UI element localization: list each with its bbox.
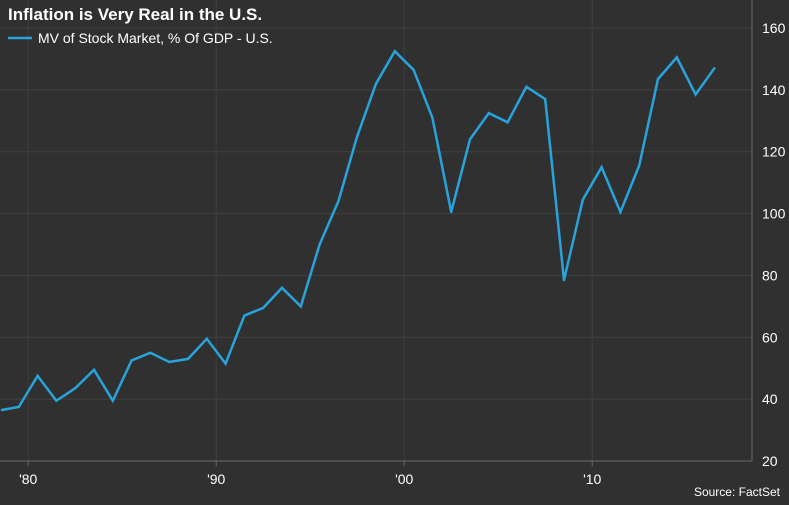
data-point — [450, 210, 453, 214]
data-point — [280, 286, 284, 289]
data-point — [36, 374, 39, 378]
data-point — [562, 278, 566, 282]
data-point — [337, 200, 340, 203]
data-point — [205, 337, 208, 340]
data-point — [619, 210, 622, 214]
data-point — [581, 198, 584, 201]
data-point — [638, 164, 641, 167]
data-point — [525, 85, 528, 89]
data-point — [168, 360, 171, 364]
y-tick-label: 160 — [762, 20, 786, 36]
data-point — [299, 305, 302, 308]
data-point — [92, 368, 96, 371]
data-point — [412, 68, 415, 72]
y-tick-label: 120 — [762, 144, 786, 160]
y-axis-ticks: 20 40 60 80 100 120 140 160 — [762, 20, 786, 469]
x-tick-label: '80 — [19, 471, 37, 487]
data-point — [694, 93, 697, 96]
data-point — [656, 77, 660, 81]
data-point — [356, 135, 359, 138]
x-tick-label: '10 — [583, 471, 601, 487]
x-axis-ticks: '80 '90 '00 '10 — [19, 461, 602, 487]
data-point — [186, 357, 190, 361]
data-point — [130, 359, 133, 362]
data-point — [55, 399, 58, 402]
data-point — [374, 82, 378, 85]
data-point — [600, 166, 603, 169]
data-point — [431, 116, 434, 119]
data-point — [111, 399, 115, 402]
data-point — [468, 138, 472, 141]
x-tick-label: '00 — [395, 471, 413, 487]
series-layer — [0, 49, 716, 412]
data-point — [487, 111, 490, 115]
data-point — [713, 67, 716, 70]
data-point — [243, 314, 246, 317]
y-tick-label: 100 — [762, 206, 786, 222]
y-tick-label: 80 — [762, 267, 778, 283]
data-point — [506, 121, 509, 124]
data-point — [675, 56, 678, 59]
y-tick-label: 20 — [762, 453, 778, 469]
y-tick-label: 140 — [762, 82, 786, 98]
y-tick-label: 40 — [762, 391, 778, 407]
data-point — [224, 362, 227, 365]
data-point — [17, 405, 20, 409]
x-tick-label: '90 — [207, 471, 225, 487]
data-point — [149, 351, 152, 354]
data-point — [318, 243, 321, 246]
source-note: Source: FactSet — [694, 485, 781, 499]
y-tick-label: 60 — [762, 329, 778, 345]
data-point — [74, 387, 77, 390]
gridlines — [0, 0, 752, 461]
legend-label: MV of Stock Market, % Of GDP - U.S. — [38, 30, 273, 46]
data-point — [393, 50, 396, 53]
data-point — [544, 97, 547, 101]
chart-title: Inflation is Very Real in the U.S. — [8, 5, 262, 24]
data-point — [262, 306, 265, 310]
data-point — [0, 408, 4, 412]
